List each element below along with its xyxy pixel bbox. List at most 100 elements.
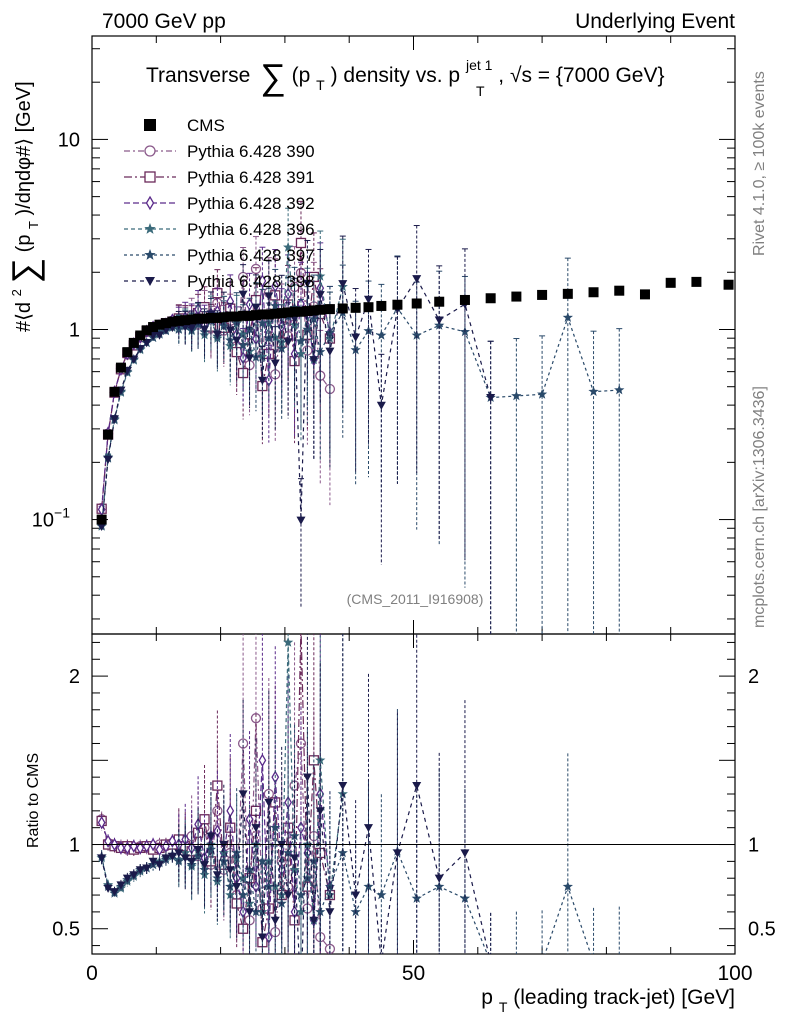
data-point — [264, 292, 274, 301]
x-tick-label: 50 — [402, 962, 425, 985]
legend-marker — [144, 223, 156, 234]
cms-data-point — [459, 294, 470, 305]
cms-data-point — [537, 289, 548, 300]
ratio-point — [174, 849, 184, 858]
cms-data-point — [411, 298, 422, 309]
main-plot-series — [96, 200, 734, 634]
ratio-point — [257, 933, 267, 942]
data-point — [187, 324, 197, 333]
ratio-point — [232, 883, 242, 892]
ratio-point — [123, 841, 132, 855]
cms-data-point — [665, 277, 676, 288]
y-tick-label-ratio: 2 — [69, 666, 80, 688]
cms-data-point — [302, 306, 313, 317]
cms-data-point — [96, 514, 107, 525]
ratio-point — [117, 841, 125, 855]
data-point — [218, 320, 229, 331]
ratio-point — [338, 781, 348, 791]
ratio-point — [136, 841, 145, 855]
data-point — [412, 275, 422, 284]
cms-data-point — [180, 315, 191, 326]
cms-data-point — [324, 304, 335, 315]
data-point — [129, 355, 139, 364]
ratio-y-axis-label: Ratio to CMS — [25, 753, 42, 848]
ratio-point — [537, 957, 547, 967]
data-point — [238, 339, 249, 350]
cms-data-point — [511, 291, 522, 302]
y-tick-label-ratio-right: 0.5 — [748, 919, 776, 941]
cms-data-point — [691, 276, 702, 287]
data-point — [309, 356, 319, 365]
ratio-point — [244, 864, 255, 875]
ratio-point — [562, 881, 573, 891]
cms-data-point — [135, 330, 146, 341]
main-y-axis-label: #⟨d 2 ∑ (p T )/dηdφ#⟩ [GeV] — [4, 81, 45, 332]
ratio-point — [588, 957, 598, 967]
ratio-point — [434, 874, 444, 883]
header-right: Underlying Event — [575, 10, 735, 33]
cms-data-point — [225, 311, 236, 322]
cms-data-point — [276, 308, 287, 319]
ratio-point — [295, 889, 307, 900]
ratio-point — [104, 834, 112, 848]
data-point — [103, 455, 113, 464]
data-point — [226, 294, 235, 309]
cms-data-point — [244, 310, 255, 321]
cms-data-point — [167, 316, 178, 327]
ratio-point — [116, 881, 126, 890]
cms-data-point — [257, 309, 268, 320]
ratio-point — [486, 957, 496, 967]
ratio-point — [161, 854, 171, 863]
data-point — [295, 348, 307, 359]
cms-data-point — [109, 386, 120, 397]
legend-label: Pythia 6.428 398 — [187, 272, 315, 291]
cms-data-point — [434, 296, 445, 307]
data-point — [200, 325, 210, 334]
header-left: 7000 GeV pp — [102, 10, 226, 33]
chart-title: Transverse ∑ (p T ) density vs. p jet 1 … — [146, 52, 665, 97]
cms-data-point — [289, 306, 300, 317]
ratio-point — [309, 916, 319, 925]
y-tick-label-main: 10 — [58, 129, 80, 151]
cms-data-point — [154, 319, 165, 330]
ratio-point — [250, 713, 262, 724]
cms-data-point — [205, 312, 216, 323]
data-point — [302, 324, 313, 334]
cms-data-point — [141, 325, 152, 336]
ratio-point — [257, 856, 268, 866]
ratio-point — [142, 864, 152, 873]
ratio-point — [289, 864, 300, 875]
cms-data-point — [160, 318, 171, 329]
x-tick-label: 0 — [86, 962, 98, 985]
ratio-point — [238, 790, 248, 799]
legend-marker — [144, 171, 156, 183]
ratio-point — [283, 891, 293, 900]
data-point — [302, 279, 312, 288]
data-point — [232, 336, 242, 345]
ratio-point — [135, 866, 145, 875]
cms-data-point — [218, 312, 229, 323]
data-point — [283, 241, 294, 252]
ratio-point — [167, 852, 177, 861]
data-point — [257, 317, 268, 328]
cms-data-point — [199, 313, 210, 324]
ratio-point — [110, 888, 120, 897]
ratio-point — [148, 857, 158, 866]
ratio-point — [155, 842, 164, 857]
ratio-point — [200, 861, 210, 870]
ratio-point — [237, 738, 249, 749]
data-point — [258, 274, 267, 288]
ratio-point — [245, 908, 255, 917]
legend-marker — [144, 119, 156, 131]
data-point — [511, 390, 522, 401]
ratio-point — [129, 871, 139, 880]
legend: CMS Pythia 6.428 390 Pythia 6.428 391 Pythi… — [124, 116, 315, 291]
ratio-point — [103, 884, 113, 893]
cms-data-point — [128, 337, 139, 348]
cms-data-point — [173, 315, 184, 326]
ratio-point — [206, 832, 216, 841]
cms-data-point — [363, 302, 374, 313]
cms-data-point — [231, 311, 242, 322]
cms-data-point — [308, 305, 319, 316]
y-tick-label-ratio: 1 — [69, 835, 80, 857]
